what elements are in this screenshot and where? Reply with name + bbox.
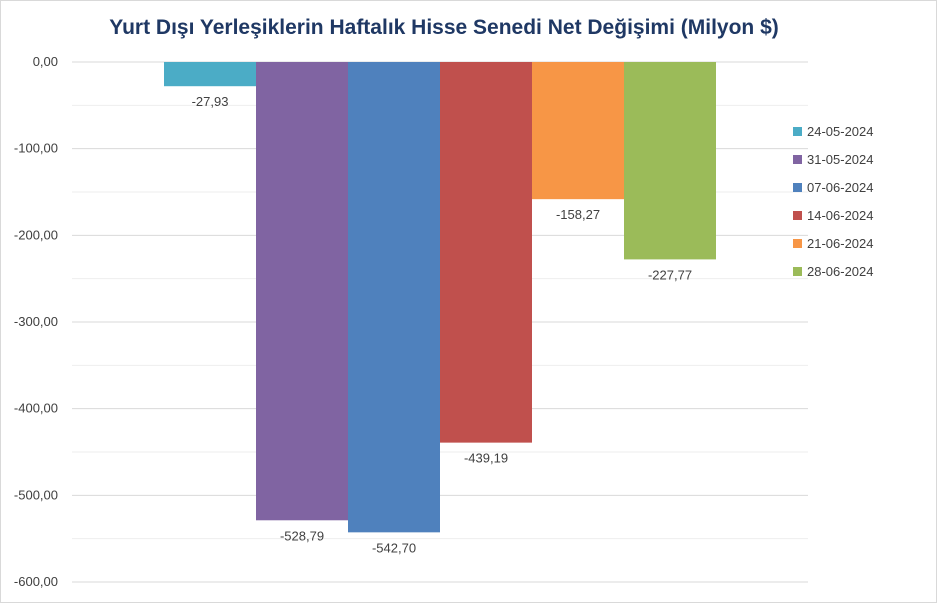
data-label: -27,93 — [192, 94, 229, 109]
y-tick-label: -300,00 — [14, 314, 58, 329]
data-label: -542,70 — [372, 540, 416, 555]
legend-swatch — [793, 183, 802, 192]
data-labels: -27,93 -528,79 -542,70 -439,19 -158,27 -227,7… — [192, 94, 692, 555]
chart-title: Yurt Dışı Yerleşiklerin Haftalık Hisse S… — [109, 16, 779, 39]
legend-swatch — [793, 127, 802, 136]
bar — [256, 62, 348, 521]
y-tick-label: -500,00 — [14, 487, 58, 502]
legend-entry: 24-05-2024 — [807, 124, 874, 139]
y-tick-label: -100,00 — [14, 141, 58, 156]
bars — [164, 62, 716, 533]
y-tick-label: -400,00 — [14, 401, 58, 416]
data-label: -439,19 — [464, 451, 508, 466]
legend-swatch — [793, 239, 802, 248]
legend-swatch — [793, 211, 802, 220]
data-label: -227,77 — [648, 267, 692, 282]
y-tick-label: -600,00 — [14, 574, 58, 589]
bar — [440, 62, 532, 443]
legend-entry: 31-05-2024 — [807, 152, 874, 167]
legend: 24-05-2024 31-05-2024 07-06-2024 14-06-2024… — [793, 124, 874, 279]
bar — [164, 62, 256, 87]
legend-swatch — [793, 155, 802, 164]
data-label: -528,79 — [280, 528, 324, 543]
y-tick-label: 0,00 — [33, 54, 58, 69]
legend-entry: 14-06-2024 — [807, 208, 874, 223]
y-tick-label: -200,00 — [14, 227, 58, 242]
bar — [624, 62, 716, 260]
data-label: -158,27 — [556, 207, 600, 222]
legend-swatch — [793, 267, 802, 276]
legend-entry: 28-06-2024 — [807, 264, 874, 279]
y-axis-ticks: 0,00 -100,00 -200,00 -300,00 -400,00 -500,00 -… — [14, 54, 58, 589]
bar — [348, 62, 440, 533]
bar — [532, 62, 624, 200]
legend-entry: 21-06-2024 — [807, 236, 874, 251]
legend-entry: 07-06-2024 — [807, 180, 874, 195]
